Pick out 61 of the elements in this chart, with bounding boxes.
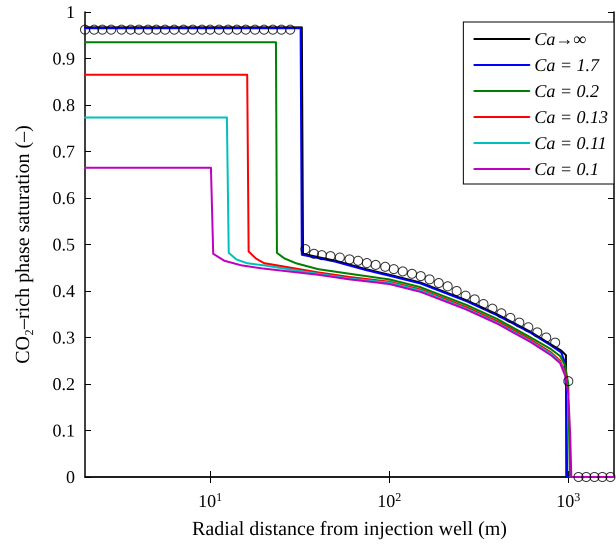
point: [334, 252, 345, 263]
y-tick-label: 0.9: [52, 48, 75, 68]
point: [424, 274, 435, 284]
point: [160, 24, 170, 35]
point: [398, 266, 408, 276]
point: [326, 251, 336, 262]
point: [362, 258, 372, 268]
legend-label: Ca = 0.13: [534, 107, 608, 127]
point: [514, 318, 524, 328]
point: [316, 250, 327, 260]
y-tick-label: 0.5: [52, 234, 75, 254]
point: [460, 290, 471, 301]
y-tick-label: 0.3: [52, 328, 75, 348]
point: [116, 24, 127, 35]
legend-label: Ca = 0.1: [534, 159, 600, 179]
point: [442, 281, 453, 292]
legend-label: Ca = 1.7: [534, 55, 600, 75]
point: [487, 304, 498, 314]
point: [532, 327, 542, 338]
point: [143, 24, 154, 35]
y-tick-label: 0.2: [52, 374, 75, 394]
point: [406, 268, 417, 279]
point: [178, 24, 189, 35]
y-tick-label: 0.8: [52, 95, 75, 115]
point: [597, 472, 608, 482]
point: [550, 338, 560, 348]
point: [434, 278, 444, 288]
point: [505, 312, 516, 323]
point: [97, 24, 108, 35]
point: [523, 322, 534, 332]
y-tick-label: 0.7: [52, 142, 75, 162]
legend-label: Ca = 0.2: [534, 81, 600, 101]
point: [106, 24, 116, 35]
point: [134, 24, 144, 35]
point: [188, 24, 198, 35]
legend-label: Ca = 0.11: [534, 133, 607, 153]
point: [388, 264, 399, 274]
point: [416, 271, 426, 282]
point: [196, 24, 207, 35]
y-axis-title: CO₂–rich phase saturation (–): [12, 125, 34, 364]
y-tick-label: 0.4: [52, 281, 75, 301]
y-tick-label: 0.6: [52, 188, 75, 208]
point: [151, 24, 162, 35]
point: [370, 260, 381, 270]
y-tick-label: 1: [66, 2, 75, 22]
y-tick-label: 0: [66, 467, 75, 487]
point: [89, 24, 100, 35]
point: [223, 24, 234, 35]
point: [541, 332, 552, 342]
point: [496, 308, 506, 318]
point: [80, 24, 90, 35]
point: [470, 294, 480, 304]
y-tick-label: 0.1: [52, 420, 75, 440]
point: [452, 286, 462, 296]
point: [478, 299, 488, 310]
point: [169, 24, 180, 35]
point: [380, 262, 390, 272]
x-axis-title: Radial distance from injection well (m): [192, 518, 507, 540]
point: [205, 24, 216, 35]
legend-label: Ca→∞: [534, 29, 586, 49]
point: [126, 24, 136, 35]
